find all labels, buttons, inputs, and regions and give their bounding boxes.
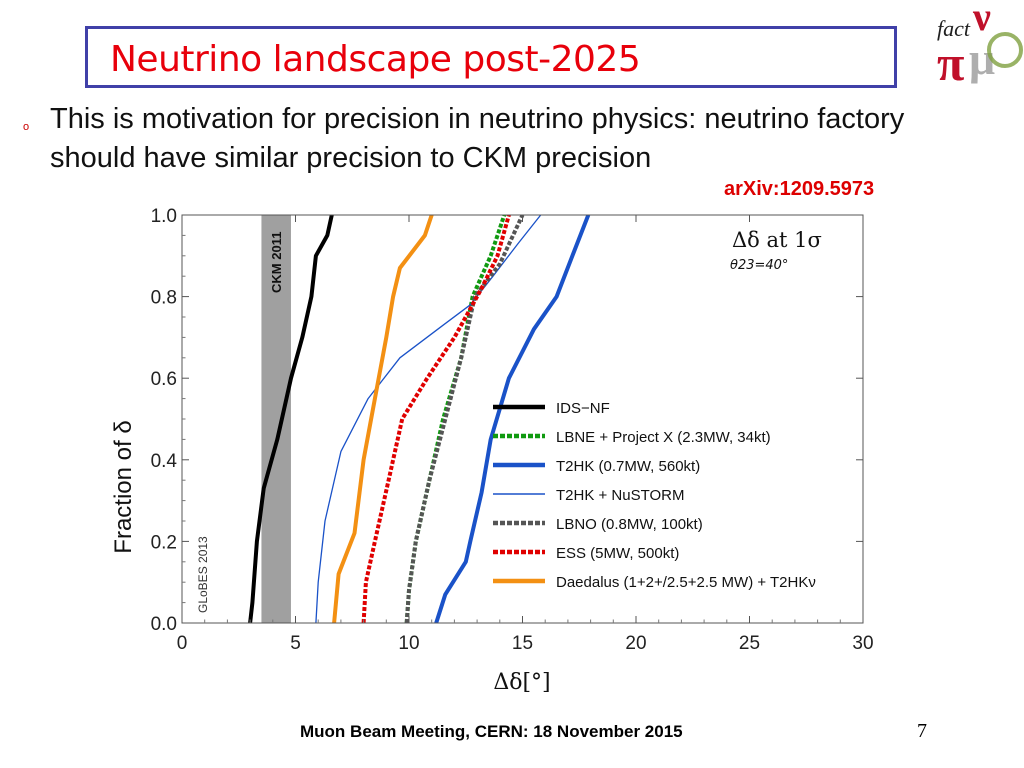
y-tick-label: 0.4 — [151, 451, 178, 472]
page-number: 7 — [917, 720, 927, 742]
x-tick-label: 15 — [512, 633, 533, 654]
x-tick-label: 0 — [177, 633, 188, 654]
x-tick-label: 20 — [625, 633, 646, 654]
legend-label-1: LBNE + Project X (2.3MW, 34kt) — [556, 429, 771, 446]
title-box — [85, 26, 897, 88]
arxiv-reference: arXiv:1209.5973 — [724, 178, 875, 200]
ckm-band — [261, 215, 291, 623]
series-line-5 — [361, 215, 511, 623]
chart-watermark: GLoBES 2013 — [196, 536, 210, 613]
y-tick-label: 0.0 — [151, 614, 177, 635]
y-tick-label: 0.6 — [151, 369, 177, 390]
logo-nu-glyph: ν — [972, 0, 991, 39]
chart-annotation-main: Δδ at 1σ — [732, 228, 822, 252]
x-tick-label: 25 — [739, 633, 760, 654]
series-line-4 — [404, 215, 525, 623]
logo-ring — [987, 32, 1023, 68]
legend-label-0: IDS−NF — [556, 400, 610, 417]
series-line-0 — [248, 215, 334, 623]
legend-label-3: T2HK + NuSTORM — [556, 487, 685, 504]
legend-label-4: LBNO (0.8MW, 100kt) — [556, 516, 703, 533]
series-line-3 — [315, 215, 542, 623]
y-axis-label: Fraction of δ — [110, 420, 137, 553]
ckm-band-label: CKM 2011 — [269, 232, 284, 293]
nufact-logo: fact ν π μ — [937, 0, 1023, 84]
logo-pi-glyph: π — [937, 35, 964, 84]
plot-area — [182, 215, 863, 623]
y-tick-label: 1.0 — [151, 206, 177, 227]
logo-text: fact — [937, 16, 971, 41]
y-tick-label: 0.2 — [151, 532, 177, 553]
x-axis-label: Δδ[°] — [493, 670, 550, 695]
legend-label-6: Daedalus (1+2+/2.5+2.5 MW) + T2HKν — [556, 574, 816, 591]
y-tick-label: 0.8 — [151, 288, 177, 309]
series-line-2 — [434, 215, 591, 623]
series-line-6 — [332, 215, 434, 623]
x-tick-label: 10 — [398, 633, 419, 654]
x-tick-label: 30 — [852, 633, 873, 654]
slide-title: Neutrino landscape post-2025 — [110, 39, 641, 80]
chart-annotation-sub: θ23=40° — [730, 258, 788, 273]
legend-label-2: T2HK (0.7MW, 560kt) — [556, 458, 700, 475]
chart-legend: IDS−NF LBNE + Project X (2.3MW, 34kt) T2HK… — [493, 400, 816, 591]
footer-text: Muon Beam Meeting, CERN: 18 November 201… — [300, 722, 683, 741]
chart: CKM 2011 0 5 10 15 20 25 300.00.20.40.60.81.0 … — [110, 206, 874, 695]
bullet-text: This is motivation for precision in neut… — [50, 103, 905, 174]
x-tick-label: 5 — [290, 633, 301, 654]
bullet-marker: o — [23, 121, 30, 133]
legend-label-5: ESS (5MW, 500kt) — [556, 545, 679, 562]
